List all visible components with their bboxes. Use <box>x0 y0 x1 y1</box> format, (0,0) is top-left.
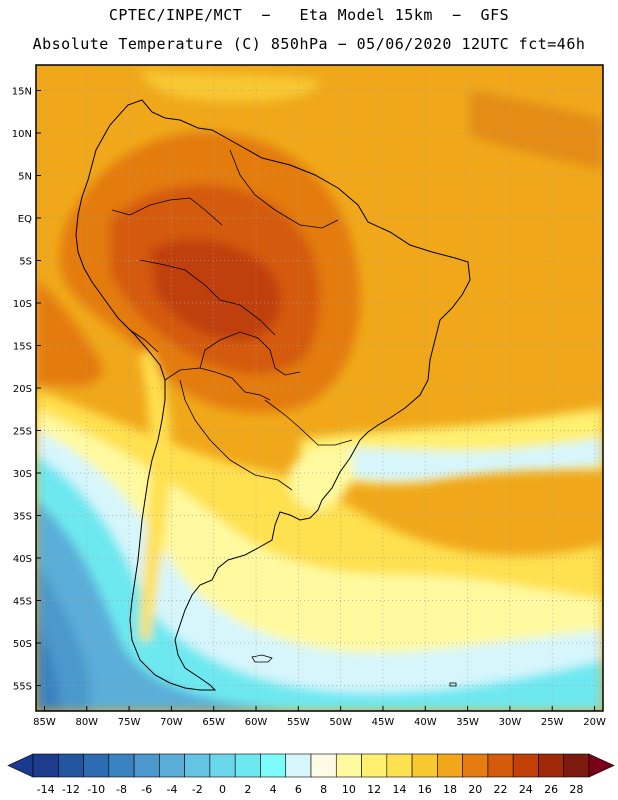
colorbar-segment <box>209 753 236 778</box>
colorbar-label: -4 <box>167 783 178 796</box>
colorbar-label: -10 <box>87 783 105 796</box>
colorbar-segment <box>159 753 185 778</box>
colorbar-label: 0 <box>219 783 226 796</box>
lon-tick-label: 25W <box>541 717 564 728</box>
colorbar-label: 2 <box>244 783 251 796</box>
lon-tick-label: 30W <box>499 717 522 728</box>
latitude-labels: 15N 10N 5N EQ 5S 10S 15S 20S 25S 30S 35S 40S 45S 50S 5… <box>12 87 41 693</box>
colorbar-label: -6 <box>141 783 152 796</box>
colorbar-segment <box>538 753 565 778</box>
colorbar-segment <box>57 753 84 778</box>
lat-tick-label: 55S <box>13 682 32 693</box>
colorbar-segment <box>234 753 261 778</box>
colorbar-label: 26 <box>544 783 558 796</box>
lon-tick-label: 55W <box>287 717 310 728</box>
colorbar-segment <box>83 753 110 778</box>
lat-tick-label: 45S <box>13 597 32 608</box>
lon-tick-label: 45W <box>372 717 395 728</box>
colorbar-segment <box>386 753 413 778</box>
colorbar-segment <box>361 753 388 778</box>
colorbar-segment <box>32 753 59 778</box>
colorbar-label: 20 <box>468 783 482 796</box>
colorbar-segment <box>563 753 590 778</box>
colorbar-segment <box>285 753 312 778</box>
colorbar-label: -2 <box>192 783 203 796</box>
colorbar-label: -8 <box>116 783 127 796</box>
lon-tick-label: 85W <box>33 717 56 728</box>
colorbar <box>7 753 615 778</box>
graticule <box>36 65 603 711</box>
colorbar-label: 28 <box>569 783 583 796</box>
colorbar-label: 12 <box>367 783 381 796</box>
colorbar-label: 14 <box>392 783 406 796</box>
colorbar-label: 16 <box>418 783 432 796</box>
colorbar-segment <box>462 753 489 778</box>
lon-tick-label: 20W <box>583 717 606 728</box>
lat-tick-label: 5S <box>19 257 32 268</box>
colorbar-segment <box>411 753 438 778</box>
lon-tick-label: 80W <box>75 717 98 728</box>
lat-tick-label: 10S <box>13 299 32 310</box>
lon-tick-label: 65W <box>202 717 225 728</box>
colorbar-label: -12 <box>62 783 80 796</box>
south-america-coastline <box>75 99 471 691</box>
lon-tick-label: 70W <box>160 717 183 728</box>
lat-tick-label: 35S <box>13 512 32 523</box>
lon-tick-label: 50W <box>329 717 352 728</box>
lat-tick-label: 20S <box>13 384 32 395</box>
lat-tick-label: 25S <box>13 427 32 438</box>
lat-tick-label: 10N <box>12 129 32 140</box>
title-line-2: Absolute Temperature (C) 850hPa − 05/06/… <box>32 35 586 53</box>
colorbar-label: 18 <box>443 783 457 796</box>
colorbar-segment <box>310 753 337 778</box>
colorbar-segment <box>184 753 211 778</box>
lat-tick-label: 30S <box>13 469 32 480</box>
colorbar-label: 22 <box>494 783 508 796</box>
lon-tick-label: 35W <box>456 717 479 728</box>
lon-tick-label: 40W <box>414 717 437 728</box>
lon-tick-label: 75W <box>118 717 141 728</box>
country-borders <box>111 149 353 491</box>
lon-tick-label: 60W <box>245 717 268 728</box>
colorbar-segment <box>335 753 362 778</box>
colorbar-segment <box>487 753 514 778</box>
colorbar-segment <box>108 753 135 778</box>
title-line-1: CPTEC/INPE/MCT − Eta Model 15km − GFS <box>108 6 510 24</box>
colorbar-label: 6 <box>295 783 302 796</box>
lat-tick-label: 50S <box>13 639 32 650</box>
colorbar-segment <box>260 753 287 778</box>
longitude-labels: 85W 80W 75W 70W 65W 60W 55W 50W 45W 40W 35W 30W 25W 2… <box>33 706 606 728</box>
colorbar-segment <box>512 753 539 778</box>
lat-tick-label: 15N <box>12 87 32 98</box>
colorbar-segment <box>133 753 160 778</box>
lat-tick-label: EQ <box>18 214 32 225</box>
colorbar-label: 24 <box>519 783 533 796</box>
lat-tick-label: 40S <box>13 554 32 565</box>
colorbar-low-arrow <box>7 753 34 778</box>
lat-tick-label: 15S <box>13 342 32 353</box>
colorbar-label: -14 <box>37 783 55 796</box>
colorbar-label: 10 <box>342 783 356 796</box>
colorbar-labels: -14 -12 -10 -8 -6 -4 -2 0 2 4 6 8 10 12 14 16 18 20 22 24 26… <box>37 783 584 796</box>
colorbar-label: 8 <box>320 783 327 796</box>
lat-tick-label: 5N <box>18 172 32 183</box>
colorbar-segment <box>437 753 463 778</box>
colorbar-high-arrow <box>588 753 615 778</box>
colorbar-label: 4 <box>270 783 277 796</box>
temperature-field <box>36 65 603 711</box>
